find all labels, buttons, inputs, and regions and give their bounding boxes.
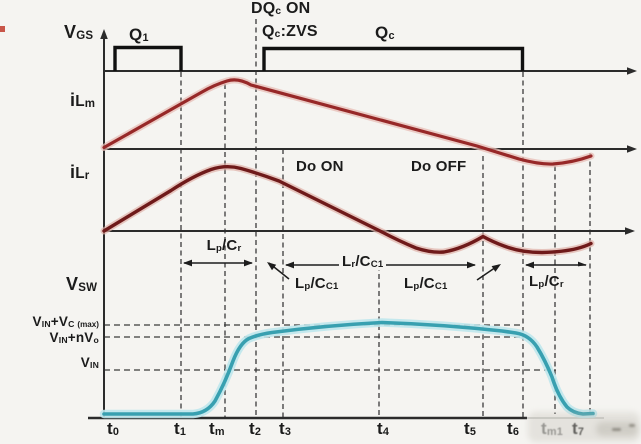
time-label-t6: t6 <box>507 419 520 439</box>
interval-lp-cc1-left: Lp/CC1 <box>295 275 339 292</box>
interval-lp-cr-right: Lp/Cr <box>529 273 564 290</box>
time-label-tm1: tm1 <box>541 419 563 439</box>
interval-lr-cc1: Lr/CC1 <box>339 254 387 270</box>
waveform-halos <box>99 76 598 419</box>
watermark-speck <box>612 428 621 431</box>
level-vin-plus-nvo: VIN+nVo <box>49 330 99 345</box>
axis-arrowhead-icons <box>100 29 637 235</box>
gate-pulses <box>113 45 525 71</box>
q1-pulse <box>113 45 183 71</box>
ilm-waveform <box>102 78 593 166</box>
level-vin-plus-vcmax: VIN+VC (max) <box>32 314 99 329</box>
time-label-t7: t7 <box>572 419 585 439</box>
time-label-t3: t3 <box>279 419 292 439</box>
time-gridlines <box>180 19 591 418</box>
interval-arrowhead-icons <box>183 259 587 272</box>
ilm-axis-label: iLm <box>70 90 96 111</box>
vsw-axis-label: VSW <box>66 274 98 295</box>
level-vin: VIN <box>80 355 99 370</box>
do-on-note: Do ON <box>296 158 344 175</box>
vsw-waveform <box>102 320 595 416</box>
waveforms <box>102 78 595 416</box>
time-label-t5: t5 <box>464 419 477 439</box>
edge-artifact-mark <box>0 26 5 32</box>
interval-lp-cc1-right: Lp/CC1 <box>404 275 448 292</box>
watermark-speck-2 <box>629 424 635 427</box>
do-off-note: Do OFF <box>411 158 467 175</box>
interval-lp-cr-left: Lp/Cr <box>206 237 242 254</box>
time-label-t1: t1 <box>174 419 187 439</box>
ilr-waveform <box>102 165 593 255</box>
time-label-tm: tm <box>209 419 225 439</box>
time-label-t4: t4 <box>377 419 390 439</box>
vgs-axis-label: VGS <box>64 22 94 43</box>
qc-pulse <box>262 46 525 71</box>
dqc-on-note: DQc ON <box>251 0 311 18</box>
qc-zvs-note: Qc:ZVS <box>262 23 318 41</box>
ilr-axis-label: iLr <box>70 162 90 183</box>
qc-pulse-label: Qc <box>375 23 395 43</box>
watermark-smudge <box>528 412 640 442</box>
time-label-t2: t2 <box>249 419 262 439</box>
voltage-level-lines <box>104 324 556 371</box>
time-label-t0: t0 <box>107 419 120 439</box>
q1-pulse-label: Q1 <box>129 25 149 45</box>
